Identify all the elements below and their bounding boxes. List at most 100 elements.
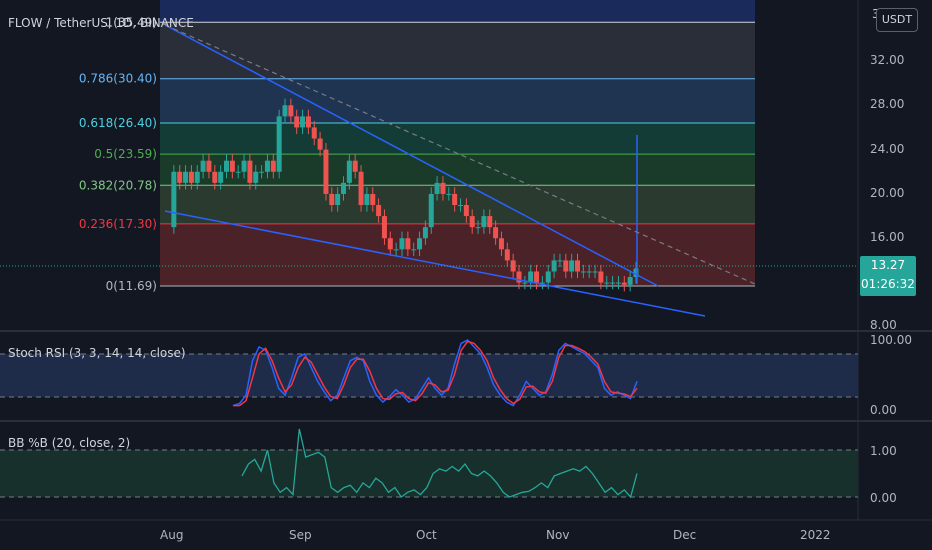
last-price-tag: 13.27 01:26:32 — [860, 256, 916, 296]
candle-body — [422, 227, 428, 239]
stoch-band — [0, 354, 858, 397]
price-tick: 24.00 — [870, 142, 904, 156]
candle-body — [539, 282, 545, 284]
candle-body — [458, 205, 463, 207]
fib-retracement-lines — [160, 21, 755, 287]
candle-body — [411, 249, 417, 251]
candle-body — [253, 171, 259, 183]
candle-body — [323, 149, 329, 194]
candle-body — [598, 271, 604, 283]
candle-body — [282, 105, 288, 117]
candle-body — [569, 260, 575, 272]
candle-body — [522, 282, 528, 284]
candle-body — [188, 171, 194, 183]
bbpb-line — [241, 428, 638, 499]
candle-body — [621, 282, 627, 285]
candle-body — [229, 160, 235, 172]
candle-body — [610, 282, 616, 284]
candle-body — [393, 249, 399, 251]
candle-body — [288, 105, 294, 117]
bar-countdown: 01:26:32 — [861, 277, 915, 291]
stoch-axis-label: 100.00 — [870, 333, 912, 347]
candle-body — [341, 182, 346, 194]
candle-body — [235, 171, 241, 173]
time-tick: Dec — [673, 528, 696, 542]
candle-body — [305, 116, 311, 128]
candle-body — [463, 205, 469, 217]
candle-body — [487, 216, 493, 228]
candle-body — [580, 271, 586, 273]
fib-zone — [160, 223, 755, 286]
candle-body — [241, 160, 247, 172]
bbpb-band — [0, 450, 858, 497]
candle-body — [633, 268, 639, 278]
candle-body — [481, 216, 487, 228]
candle-body — [575, 260, 580, 272]
candle-body — [358, 171, 364, 206]
candle-body — [259, 171, 265, 173]
bbpb-label[interactable]: BB %B (20, close, 2) — [8, 436, 130, 450]
candle-body — [206, 160, 212, 172]
candle-body — [346, 160, 352, 183]
chart-title[interactable]: FLOW / TetherUS, 1D, BINANCE — [8, 16, 194, 30]
candle-body — [417, 238, 423, 250]
candle-body — [434, 182, 440, 194]
fib-zone — [160, 22, 755, 79]
candle-body — [627, 277, 633, 285]
candle-body — [586, 271, 592, 273]
candle-body — [212, 171, 218, 183]
candle-body — [264, 160, 270, 172]
candle-body — [516, 271, 522, 283]
candle-body — [276, 116, 282, 172]
fib-level-label: 0.382(20.78) — [79, 178, 157, 192]
stoch-d-line — [233, 340, 638, 407]
candle-body — [177, 171, 183, 183]
candle-body — [504, 249, 510, 261]
candle-body — [381, 216, 387, 239]
fib-retracement-labels: 1(35.49) 0.786(30.40) 0.618(26.40) 0.5(23.5… — [79, 15, 157, 293]
candle-body — [592, 271, 598, 273]
candle-body — [335, 193, 341, 206]
candle-body — [270, 160, 276, 172]
fib-level-label: 0.5(23.59) — [94, 147, 157, 161]
currency-button[interactable]: USDT — [876, 8, 918, 32]
fib-zone — [160, 0, 755, 23]
price-axis-label: 3 — [872, 7, 880, 21]
time-tick: Oct — [416, 528, 437, 542]
candle-body — [446, 193, 452, 195]
candle-body — [317, 138, 323, 150]
fib-zone — [160, 78, 755, 124]
price-tick: 8.00 — [870, 318, 897, 332]
fib-level-label: 0.786(30.40) — [79, 72, 157, 86]
time-tick: 2022 — [800, 528, 831, 542]
time-axis[interactable]: Aug Sep Oct Nov Dec 2022 — [160, 528, 831, 542]
candle-body — [493, 227, 499, 239]
candle-body — [399, 238, 405, 250]
candle-body — [200, 160, 206, 172]
price-axis[interactable]: 3 32.00 28.00 24.00 20.00 16.00 8.00 100… — [870, 7, 912, 505]
candle-body — [405, 238, 411, 250]
candle-body — [364, 193, 370, 206]
candle-body — [294, 116, 300, 128]
candle-body — [370, 193, 376, 206]
candle-body — [545, 271, 551, 283]
price-tick: 20.00 — [870, 186, 904, 200]
stoch-rsi-label[interactable]: Stoch RSI (3, 3, 14, 14, close) — [8, 346, 186, 360]
time-tick: Nov — [546, 528, 569, 542]
candle-body — [171, 171, 177, 228]
trendline-drawings[interactable] — [164, 24, 756, 317]
candle-body — [224, 160, 229, 172]
last-price-value: 13.27 — [870, 258, 906, 272]
bbpb-axis-label: 0.00 — [870, 491, 897, 505]
candle-body — [183, 171, 189, 183]
candle-body — [440, 182, 446, 194]
candle-body — [528, 271, 534, 283]
candle-body — [329, 193, 335, 206]
time-tick: Sep — [289, 528, 312, 542]
price-tick: 28.00 — [870, 97, 904, 111]
candle-body — [563, 260, 569, 272]
candle-body — [352, 160, 358, 172]
fib-level-label: 0.236(17.30) — [79, 217, 157, 231]
upper-wedge-line — [164, 24, 659, 287]
